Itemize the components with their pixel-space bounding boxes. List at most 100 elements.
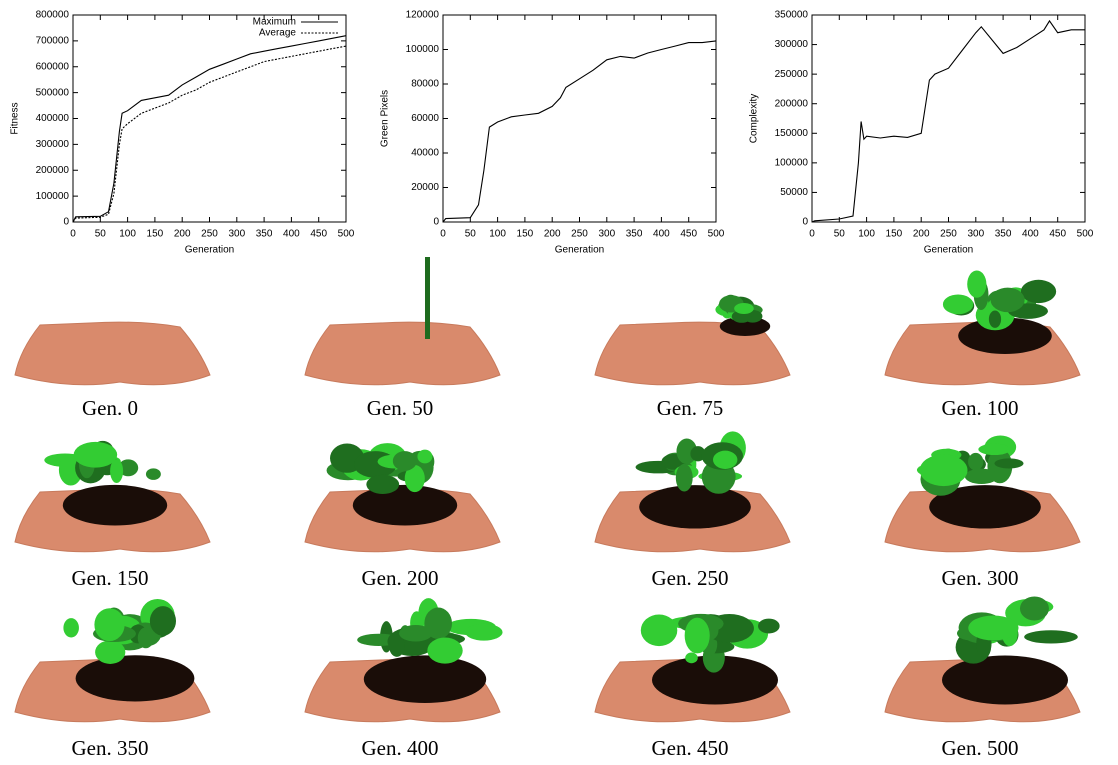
render-image <box>884 435 1081 553</box>
plant-leaf <box>968 615 1019 641</box>
y-tick-label: 0 <box>63 217 69 228</box>
plant-leaf <box>465 623 503 641</box>
terrain <box>14 321 211 386</box>
x-tick-label: 250 <box>201 229 218 240</box>
plant-leaf <box>366 474 400 494</box>
plant-shadow <box>652 655 778 705</box>
plant-leaf <box>988 310 1002 328</box>
x-tick-label: 100 <box>119 229 136 240</box>
legend-label: Maximum <box>253 17 296 28</box>
plant-leaf <box>713 450 738 469</box>
render-image <box>884 270 1081 386</box>
render-image <box>14 321 211 386</box>
render-image <box>594 431 791 553</box>
y-tick-label: 0 <box>802 217 808 228</box>
plant-leaf <box>149 606 177 636</box>
render-image <box>594 294 791 386</box>
plant-leaf <box>685 652 698 664</box>
panel-caption: Gen. 200 <box>362 566 439 590</box>
plant-leaf <box>145 468 161 480</box>
plant-shadow <box>639 485 751 529</box>
plant-leaf <box>1020 279 1057 304</box>
terrain <box>304 321 501 386</box>
render-image <box>304 443 501 553</box>
plant-leaf <box>118 459 139 477</box>
x-tick-label: 250 <box>571 229 588 240</box>
plot-frame <box>811 14 1086 223</box>
panel-caption: Gen. 350 <box>72 736 149 760</box>
plant-leaf <box>978 443 1011 456</box>
y-tick-label: 40000 <box>411 148 439 159</box>
plant-shadow <box>352 484 458 526</box>
x-tick-label: 350 <box>995 229 1012 240</box>
panel-caption: Gen. 50 <box>367 396 434 420</box>
data-line <box>72 45 347 223</box>
plant-leaf <box>63 618 79 638</box>
plant-leaf <box>942 294 974 315</box>
panel-caption: Gen. 450 <box>652 736 729 760</box>
y-tick-label: 60000 <box>411 113 439 124</box>
x-tick-label: 300 <box>598 229 615 240</box>
y-tick-label: 100000 <box>36 191 70 202</box>
x-tick-label: 350 <box>256 229 273 240</box>
y-axis-label: Complexity <box>749 94 760 143</box>
y-tick-label: 400000 <box>36 113 70 124</box>
panel-caption: Gen. 75 <box>657 396 724 420</box>
plant-leaf <box>427 637 463 664</box>
x-tick-label: 300 <box>228 229 245 240</box>
plant-leaf <box>392 451 417 471</box>
panel-caption: Gen. 100 <box>942 396 1019 420</box>
plant-leaf <box>675 463 693 492</box>
x-tick-label: 100 <box>858 229 875 240</box>
x-tick-label: 250 <box>940 229 957 240</box>
y-tick-label: 80000 <box>411 79 439 90</box>
x-tick-label: 400 <box>653 229 670 240</box>
y-axis-label: Green Pixels <box>380 90 391 147</box>
plant-leaf <box>73 441 118 468</box>
render-image <box>14 440 211 553</box>
x-axis-label: Generation <box>924 245 973 256</box>
plant-leaf <box>137 627 154 649</box>
x-tick-label: 500 <box>338 229 355 240</box>
y-tick-label: 300000 <box>36 139 70 150</box>
y-axis-label: Fitness <box>10 102 21 134</box>
plant-leaf <box>417 449 433 464</box>
plant-shadow <box>929 485 1041 529</box>
panel-caption: Gen. 150 <box>72 566 149 590</box>
y-tick-label: 100000 <box>406 44 440 55</box>
data-line <box>442 40 717 223</box>
panel-caption: Gen. 250 <box>652 566 729 590</box>
plant-shadow <box>958 317 1052 354</box>
render-image <box>14 598 211 723</box>
plant-leaf <box>758 618 780 634</box>
legend-label: Average <box>259 28 297 39</box>
panel-caption: Gen. 400 <box>362 736 439 760</box>
render-image <box>594 613 791 723</box>
plant-shadow <box>62 484 168 526</box>
x-axis-label: Generation <box>185 245 234 256</box>
y-tick-label: 50000 <box>780 187 808 198</box>
data-line <box>72 35 347 223</box>
x-tick-label: 400 <box>283 229 300 240</box>
data-line <box>811 19 1085 223</box>
x-tick-label: 200 <box>913 229 930 240</box>
terrain <box>594 321 791 386</box>
y-tick-label: 20000 <box>411 182 439 193</box>
plant-leaf <box>990 287 1025 313</box>
x-tick-label: 150 <box>517 229 534 240</box>
plant-leaf <box>1019 596 1049 621</box>
plant-shadow <box>75 655 195 702</box>
plant-leaf <box>967 270 987 298</box>
plant-leaf <box>684 617 710 654</box>
x-tick-label: 350 <box>626 229 643 240</box>
x-tick-label: 0 <box>809 229 815 240</box>
y-tick-label: 150000 <box>775 128 809 139</box>
plant-leaf <box>964 468 999 485</box>
y-tick-label: 100000 <box>775 157 809 168</box>
y-tick-label: 350000 <box>775 10 809 21</box>
plant-leaf <box>404 464 425 493</box>
y-tick-label: 600000 <box>36 61 70 72</box>
panel-caption: Gen. 0 <box>82 396 138 420</box>
plant-leaf <box>388 634 405 657</box>
